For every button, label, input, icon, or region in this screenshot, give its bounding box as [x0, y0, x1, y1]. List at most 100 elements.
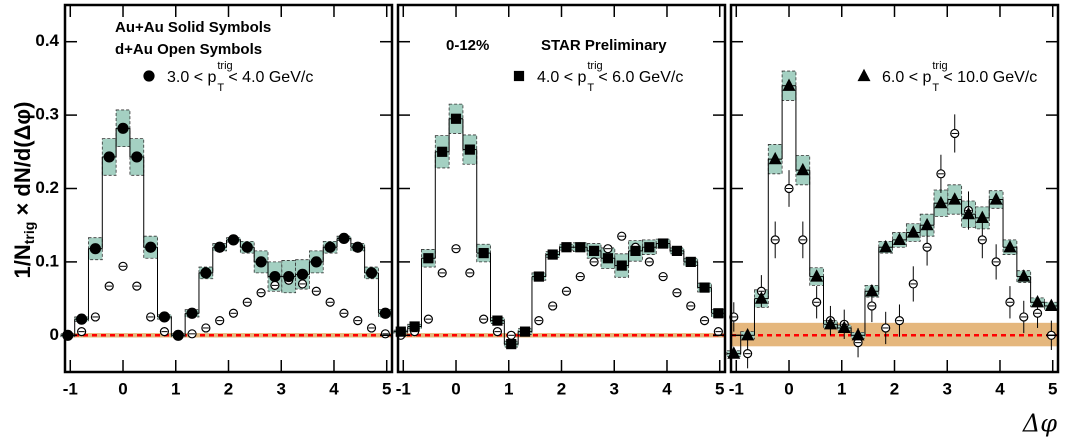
marker — [616, 260, 627, 271]
x-tick-label: 3 — [277, 379, 286, 398]
x-tick-label: 0 — [451, 379, 460, 398]
marker — [172, 329, 184, 341]
marker — [296, 268, 309, 280]
marker — [395, 326, 406, 337]
marker — [283, 270, 295, 283]
legend-marker — [143, 70, 155, 82]
marker — [269, 270, 281, 283]
legend-text: Au+Au Solid Symbols — [115, 19, 271, 36]
marker — [699, 282, 710, 293]
marker — [575, 242, 586, 253]
trigger-sup: trig — [587, 60, 602, 72]
marker — [782, 78, 796, 91]
trigger-sup: trig — [932, 60, 947, 72]
marker — [547, 249, 558, 260]
marker — [1003, 239, 1017, 253]
x-tick-label: 0 — [784, 379, 793, 398]
marker — [851, 328, 865, 341]
x-tick-label: -1 — [729, 379, 744, 398]
marker — [352, 241, 364, 253]
y-tick-label: 0.1 — [35, 251, 59, 270]
x-tick-label: -1 — [396, 379, 411, 398]
marker — [561, 242, 572, 253]
marker — [892, 232, 906, 245]
marker — [810, 269, 824, 282]
y-axis-label: 1/Ntrig × dN/d(Δφ) — [10, 102, 37, 279]
marker — [519, 326, 531, 337]
marker — [464, 144, 475, 155]
x-tick-label: 1 — [837, 379, 846, 398]
marker — [365, 267, 378, 279]
x-tick-label: 5 — [1048, 379, 1057, 398]
x-tick-label: -1 — [63, 379, 78, 398]
marker — [671, 245, 683, 256]
marker — [906, 225, 920, 238]
x-tick-label: 5 — [382, 379, 391, 398]
legend-marker — [513, 70, 525, 82]
marker — [89, 243, 101, 255]
panel-frame — [729, 3, 1060, 374]
trigger-label-rest: < 4.0 GeV/c — [228, 69, 313, 86]
marker — [506, 339, 517, 350]
trigger-sub: T — [217, 82, 224, 94]
x-tick-label: 3 — [610, 379, 619, 398]
trigger-label-rest: < 10.0 GeV/c — [943, 69, 1037, 86]
x-tick-label: 2 — [890, 379, 899, 398]
x-tick-label: 1 — [171, 379, 180, 398]
y-tick-label: 0.4 — [35, 31, 59, 50]
marker — [754, 291, 768, 304]
y-tick-label: 0 — [50, 325, 59, 344]
marker — [975, 210, 989, 223]
marker — [103, 151, 115, 163]
marker — [768, 151, 782, 165]
trigger-sup: trig — [217, 60, 232, 72]
x-tick-label: 5 — [715, 379, 724, 398]
marker — [186, 307, 198, 319]
x-tick-label: 2 — [224, 379, 233, 398]
marker — [962, 206, 975, 220]
x-tick-label: 2 — [557, 379, 566, 398]
y-tick-label: 0.2 — [35, 178, 59, 197]
marker — [338, 232, 350, 245]
marker — [409, 321, 420, 332]
x-tick-label: 4 — [662, 379, 672, 398]
marker — [713, 308, 724, 319]
marker — [227, 234, 240, 246]
y-label-rest: × dN/d(Δφ) — [10, 102, 35, 222]
marker — [437, 146, 448, 157]
marker — [989, 192, 1003, 205]
panel-frame — [396, 3, 727, 374]
marker — [588, 245, 600, 256]
marker — [630, 245, 641, 256]
trigger-sub: T — [587, 82, 594, 94]
marker — [379, 307, 391, 319]
marker — [145, 241, 157, 253]
marker — [865, 283, 879, 297]
marker — [200, 267, 212, 279]
y-label-sub: trig — [21, 222, 37, 245]
marker — [837, 320, 851, 334]
marker — [920, 217, 934, 231]
marker — [324, 241, 336, 253]
x-tick-label: 3 — [943, 379, 952, 398]
x-tick-label: 4 — [995, 379, 1005, 398]
trigger-label: 4.0 < p — [537, 69, 586, 86]
marker — [1044, 298, 1058, 312]
marker — [934, 195, 948, 209]
marker — [478, 247, 489, 259]
marker — [450, 113, 462, 124]
panel-text: STAR Preliminary — [541, 37, 667, 54]
marker — [492, 315, 503, 326]
marker — [1017, 269, 1031, 282]
marker — [117, 122, 129, 134]
trigger-label: 6.0 < p — [882, 69, 931, 86]
y-label-main: 1/N — [10, 244, 35, 278]
x-tick-label: 4 — [329, 379, 339, 398]
trigger-label-rest: < 6.0 GeV/c — [598, 69, 683, 86]
legend-text: d+Au Open Symbols — [115, 41, 262, 58]
marker — [1031, 294, 1045, 308]
marker — [255, 256, 267, 268]
marker — [644, 242, 655, 253]
marker — [214, 241, 226, 253]
marker — [796, 162, 810, 176]
